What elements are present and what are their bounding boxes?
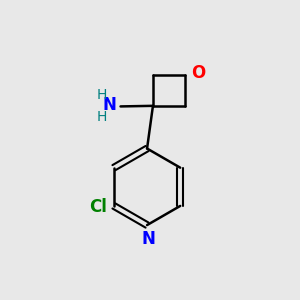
Text: H: H <box>97 88 107 102</box>
Text: N: N <box>142 230 155 248</box>
Text: N: N <box>102 96 116 114</box>
Text: Cl: Cl <box>89 198 106 216</box>
Text: H: H <box>97 110 107 124</box>
Text: O: O <box>190 64 205 82</box>
